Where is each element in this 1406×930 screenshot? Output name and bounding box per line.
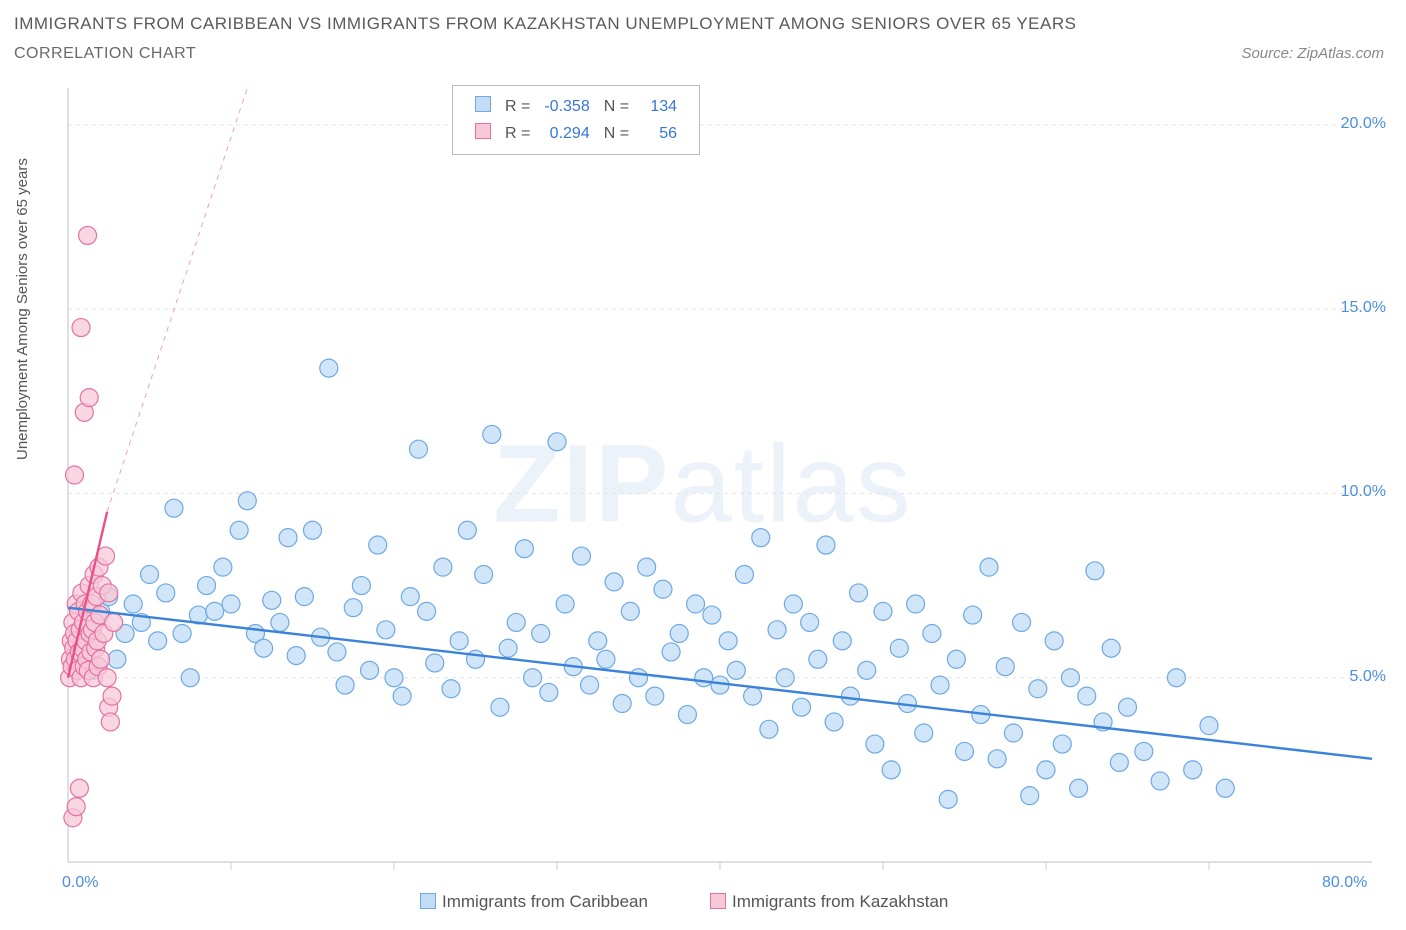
legend-n-label: N = [598, 121, 635, 146]
chart-title-line1: IMMIGRANTS FROM CARIBBEAN VS IMMIGRANTS … [14, 14, 1076, 34]
legend-r-value-caribbean: -0.358 [538, 94, 595, 119]
y-tick-label: 5.0% [1350, 668, 1386, 686]
legend-r-label: R = [499, 121, 536, 146]
x-tick-label: 0.0% [62, 874, 98, 892]
legend-swatch-kazakhstan [475, 123, 491, 139]
chart-svg [60, 80, 1380, 880]
y-tick-label: 20.0% [1341, 115, 1386, 133]
source-attribution: Source: ZipAtlas.com [1241, 45, 1384, 62]
y-axis-label: Unemployment Among Seniors over 65 years [14, 158, 31, 460]
legend-n-label: N = [598, 94, 635, 119]
chart-title-line2: CORRELATION CHART [14, 45, 196, 63]
y-tick-label: 10.0% [1341, 483, 1386, 501]
legend-swatch-kazakhstan-icon [710, 893, 726, 909]
legend-n-value-caribbean: 134 [637, 94, 683, 119]
legend-label-caribbean: Immigrants from Caribbean [442, 892, 648, 911]
legend-bottom-caribbean: Immigrants from Caribbean [420, 892, 648, 912]
legend-r-value-kazakhstan: 0.294 [538, 121, 595, 146]
legend-swatch-caribbean-icon [420, 893, 436, 909]
y-tick-label: 15.0% [1341, 299, 1386, 317]
legend-label-kazakhstan: Immigrants from Kazakhstan [732, 892, 948, 911]
legend-bottom-kazakhstan: Immigrants from Kazakhstan [710, 892, 948, 912]
correlation-legend-box: R = -0.358 N = 134 R = 0.294 N = 56 [452, 85, 700, 155]
legend-swatch-caribbean [475, 96, 491, 112]
legend-n-value-kazakhstan: 56 [637, 121, 683, 146]
scatter-chart [60, 80, 1380, 880]
x-tick-label: 80.0% [1322, 874, 1367, 892]
legend-r-label: R = [499, 94, 536, 119]
